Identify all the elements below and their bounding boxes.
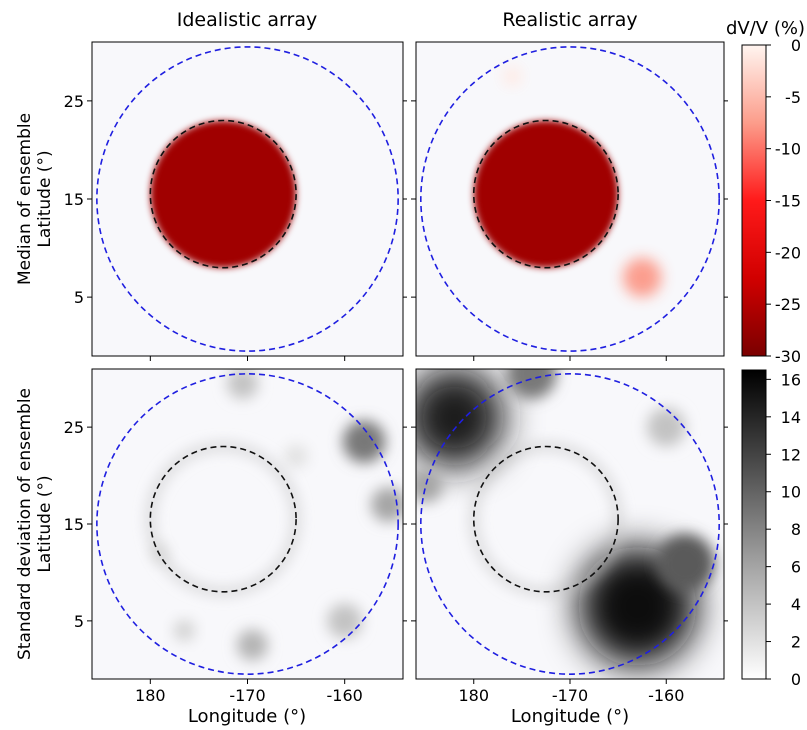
colorbar-tick-label: 6 [791,558,801,577]
row-label-median-latitude: Latitude (°) [35,150,55,247]
std-blob-2 [370,487,403,523]
std-blob-3 [327,603,363,639]
dvv-anomaly-1 [622,257,662,298]
colorbar-tick-label: -30 [775,347,801,366]
std-blob-5 [416,467,443,503]
colorbar-tick-label: 14 [781,408,801,427]
axis-ticks: 5 15 25 5 15 25 180 -170 -160 180 -170 -160 [64,92,728,705]
colorbar-tick-label: 4 [791,595,801,614]
dvv-anomaly-0 [473,120,619,268]
row-label-std-title: Standard deviation of ensemble [15,388,35,660]
row-label-std-latitude: Latitude (°) [35,475,55,572]
y-tick-label: 15 [64,515,84,534]
column-title-realistic: Realistic array [502,9,637,31]
row-label-median: Median of ensemble Latitude (°) [15,113,55,285]
colorbar-std-gradient [741,369,767,680]
x-axis-label-realistic: Longitude (°) [511,706,629,727]
outer-dashed-circle [96,373,399,675]
colorbar-tick-label: 8 [791,520,801,539]
panel-std-realistic [416,369,724,679]
std-blob-0 [416,369,505,468]
outer-dashed-circle [420,46,720,352]
x-axis-label-idealistic: Longitude (°) [188,706,306,727]
std-blob-0 [227,369,259,400]
inner-dashed-circle [149,445,297,593]
std-blob-3 [656,533,715,592]
outer-dashed-circle [420,373,720,675]
dvv-anomaly-2 [502,66,522,87]
colorbar-tick-label: 0 [791,670,801,689]
colorbar-tick-label: -5 [785,88,801,107]
x-tick-label: -160 [327,686,363,705]
std-blob-5 [173,619,196,642]
x-tick-label: 180 [458,686,489,705]
std-blob-4 [647,407,686,447]
colorbar-tick-label: 0 [791,36,801,55]
colorbar-dvv-gradient [741,44,767,357]
inner-dashed-circle [472,119,619,269]
x-tick-label: -160 [648,686,684,705]
colorbar-std: 0 2 4 6 8 10 12 14 16 [741,369,801,689]
x-tick-label: 180 [135,686,166,705]
panel-median-realistic [416,42,724,356]
x-tick-label: -170 [229,686,265,705]
panel-std-idealistic [92,369,403,679]
row-label-median-title: Median of ensemble [15,113,35,285]
panel-median-idealistic [92,42,403,356]
y-tick-label: 15 [64,190,84,209]
y-tick-label: 25 [64,92,84,111]
colorbar-tick-label: 2 [791,633,801,652]
std-blob-1 [342,420,386,463]
std-blob-7 [284,444,308,468]
colorbar-tick-label: -10 [775,140,801,159]
y-tick-label: 5 [74,612,84,631]
dvv-anomaly-0 [150,120,297,268]
column-title-idealistic: Idealistic array [177,9,318,31]
colorbar-dvv: dV/V (%) 0 -5 -10 -15 -20 -25 -30 [726,18,805,366]
std-blob-1 [506,369,557,400]
y-tick-label: 5 [74,288,84,307]
colorbar-tick-label: 12 [781,445,801,464]
colorbar-tick-label: -15 [775,192,801,211]
outer-dashed-circle [96,46,399,352]
colorbar-tick-label: 16 [781,370,801,389]
y-tick-label: 25 [64,418,84,437]
x-tick-label: -170 [552,686,588,705]
colorbar-dvv-title: dV/V (%) [726,18,805,39]
colorbar-tick-label: -20 [775,243,801,262]
colorbar-tick-label: -25 [775,295,801,314]
colorbar-tick-label: 10 [781,483,801,502]
inner-dashed-circle [149,119,297,269]
row-label-std: Standard deviation of ensemble Latitude … [15,388,55,660]
inner-dashed-circle [472,445,619,593]
std-blob-4 [236,629,268,661]
